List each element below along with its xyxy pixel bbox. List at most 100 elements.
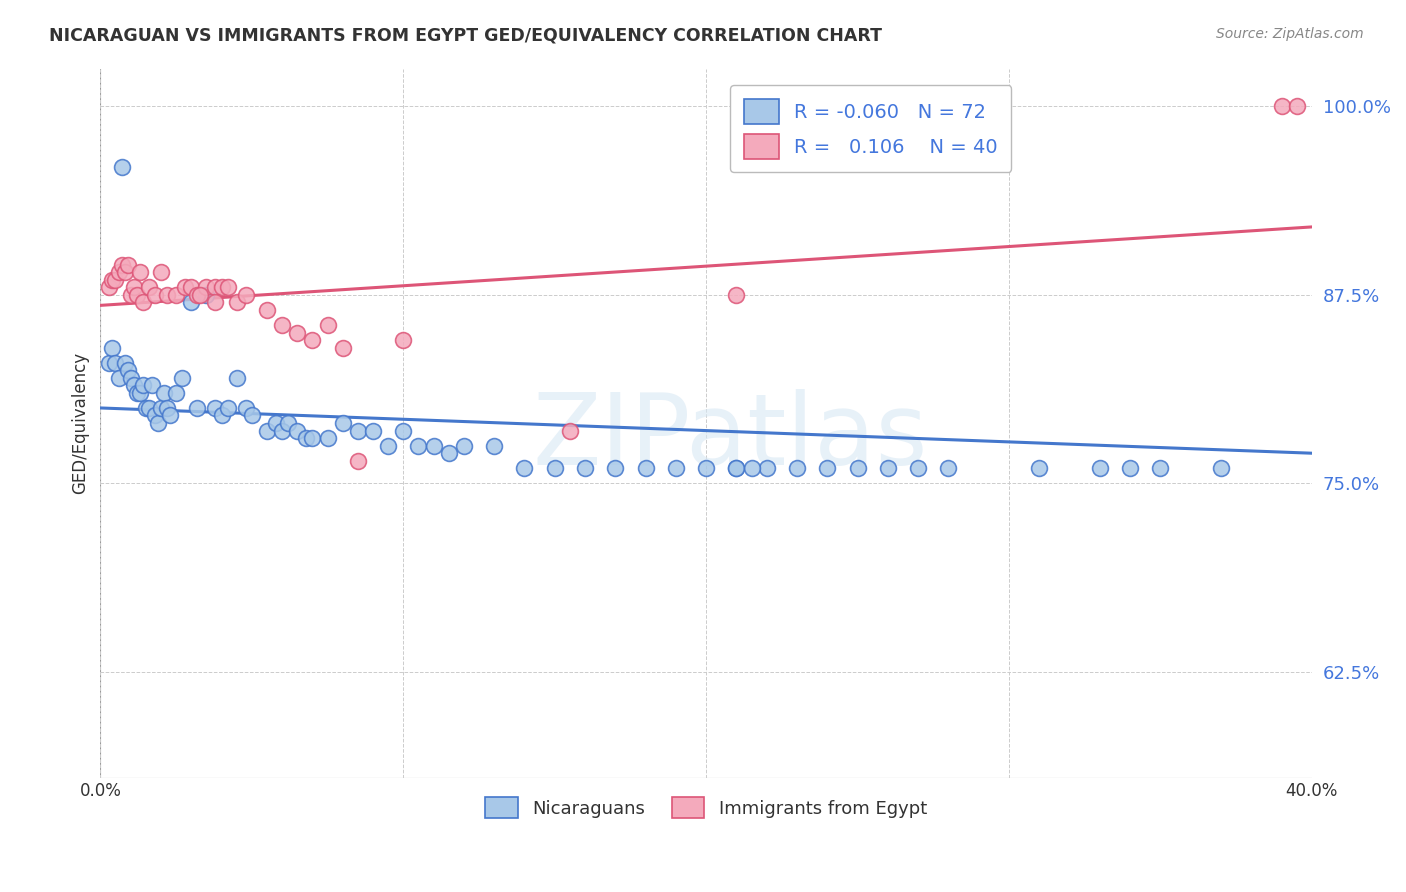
Point: [1285, 99, 1308, 113]
Point: [437, 446, 460, 460]
Point: [453, 439, 475, 453]
Point: [141, 378, 163, 392]
Point: [107, 371, 129, 385]
Point: [165, 288, 187, 302]
Point: [725, 461, 748, 475]
Point: [149, 401, 172, 415]
Point: [876, 461, 898, 475]
Point: [786, 461, 808, 475]
Point: [815, 461, 838, 475]
Point: [146, 416, 169, 430]
Point: [211, 409, 233, 423]
Point: [285, 326, 308, 340]
Point: [128, 265, 150, 279]
Point: [120, 288, 142, 302]
Point: [264, 416, 287, 430]
Point: [195, 288, 218, 302]
Point: [110, 258, 132, 272]
Point: [513, 461, 536, 475]
Point: [204, 401, 226, 415]
Point: [114, 356, 136, 370]
Point: [125, 288, 148, 302]
Point: [149, 265, 172, 279]
Point: [332, 416, 354, 430]
Point: [1028, 461, 1050, 475]
Point: [211, 280, 233, 294]
Point: [741, 461, 763, 475]
Point: [285, 424, 308, 438]
Point: [361, 424, 384, 438]
Point: [346, 424, 368, 438]
Legend: Nicaraguans, Immigrants from Egypt: Nicaraguans, Immigrants from Egypt: [478, 790, 935, 825]
Point: [101, 273, 124, 287]
Point: [143, 409, 166, 423]
Point: [392, 424, 415, 438]
Point: [277, 416, 299, 430]
Point: [107, 265, 129, 279]
Point: [235, 401, 257, 415]
Point: [295, 431, 318, 445]
Point: [104, 356, 127, 370]
Point: [271, 424, 294, 438]
Point: [301, 333, 323, 347]
Point: [725, 288, 748, 302]
Point: [346, 454, 368, 468]
Point: [98, 356, 121, 370]
Point: [634, 461, 657, 475]
Point: [98, 280, 121, 294]
Point: [117, 258, 139, 272]
Point: [225, 295, 247, 310]
Point: [186, 401, 208, 415]
Point: [138, 280, 160, 294]
Point: [240, 409, 263, 423]
Point: [156, 288, 179, 302]
Point: [156, 401, 179, 415]
Point: [153, 385, 176, 400]
Point: [132, 378, 155, 392]
Point: [544, 461, 567, 475]
Text: ZIPatlas: ZIPatlas: [533, 389, 928, 486]
Y-axis label: GED/Equivalency: GED/Equivalency: [72, 352, 89, 494]
Point: [120, 371, 142, 385]
Point: [1271, 99, 1294, 113]
Point: [125, 385, 148, 400]
Point: [235, 288, 257, 302]
Point: [1149, 461, 1171, 475]
Point: [101, 341, 124, 355]
Point: [180, 280, 202, 294]
Point: [907, 461, 929, 475]
Point: [172, 371, 194, 385]
Point: [271, 318, 294, 332]
Point: [938, 461, 960, 475]
Point: [110, 160, 132, 174]
Point: [574, 461, 596, 475]
Point: [217, 401, 239, 415]
Point: [558, 424, 581, 438]
Point: [225, 371, 247, 385]
Point: [755, 461, 778, 475]
Point: [204, 295, 226, 310]
Point: [665, 461, 688, 475]
Point: [117, 363, 139, 377]
Point: [377, 439, 399, 453]
Point: [422, 439, 444, 453]
Point: [332, 341, 354, 355]
Point: [122, 280, 145, 294]
Point: [204, 280, 226, 294]
Point: [408, 439, 430, 453]
Point: [180, 295, 202, 310]
Point: [143, 288, 166, 302]
Text: NICARAGUAN VS IMMIGRANTS FROM EGYPT GED/EQUIVALENCY CORRELATION CHART: NICARAGUAN VS IMMIGRANTS FROM EGYPT GED/…: [49, 27, 882, 45]
Point: [159, 409, 181, 423]
Point: [114, 265, 136, 279]
Point: [316, 431, 339, 445]
Point: [256, 424, 278, 438]
Point: [301, 431, 323, 445]
Point: [217, 280, 239, 294]
Point: [138, 401, 160, 415]
Point: [1209, 461, 1232, 475]
Point: [605, 461, 627, 475]
Point: [846, 461, 869, 475]
Point: [132, 295, 155, 310]
Point: [122, 378, 145, 392]
